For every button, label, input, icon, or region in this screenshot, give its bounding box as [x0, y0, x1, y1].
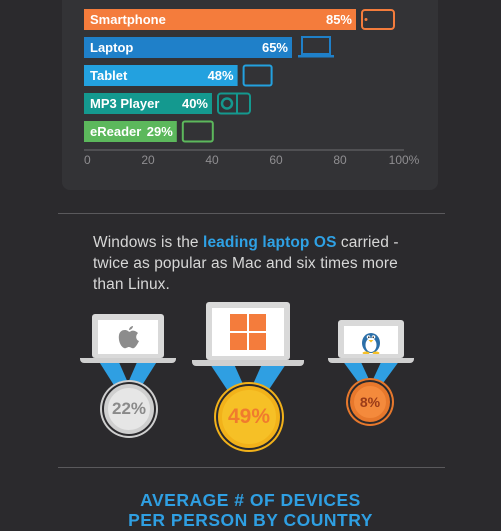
bar-smartphone — [84, 9, 356, 30]
bar-tablet — [84, 65, 238, 86]
ereader-icon — [181, 120, 214, 143]
bar-value-label: 85% — [326, 12, 352, 27]
section-title-devices-by-country: AVERAGE # OF DEVICES PER PERSON BY COUNT… — [0, 490, 501, 530]
x-tick-label: 100% — [389, 153, 420, 167]
bar-value-label: 29% — [147, 124, 173, 139]
bar-value-label: 48% — [208, 68, 234, 83]
laptop-base-icon — [298, 55, 334, 58]
medal-mac: 22% — [104, 384, 154, 434]
laptop-base-mac — [80, 358, 176, 363]
mp3-wheel-icon — [220, 97, 234, 110]
medal-windows: 49% — [218, 386, 280, 448]
laptop-screen-mac — [92, 314, 164, 358]
os-text-highlight: leading laptop OS — [203, 234, 337, 251]
os-text-after: carried - twice as popular as Mac and si… — [93, 234, 399, 293]
mp3-player-icon — [217, 92, 251, 115]
laptop-icon — [301, 36, 331, 55]
laptop-screen-windows — [206, 302, 290, 360]
x-tick-label: 40 — [205, 153, 219, 167]
bar-category-label: eReader — [90, 124, 141, 139]
x-tick-label: 0 — [84, 153, 91, 167]
section-divider-top — [58, 213, 445, 214]
tablet-icon — [242, 64, 273, 87]
linux-tux-icon — [362, 333, 380, 354]
windows-logo-icon — [230, 314, 266, 350]
os-share-linux: 8% — [359, 394, 381, 410]
os-share-windows: 49% — [227, 405, 271, 428]
section-divider-bottom — [58, 467, 445, 468]
medal-linux: 8% — [350, 382, 390, 422]
bar-value-label: 40% — [182, 96, 208, 111]
laptop-os-paragraph: Windows is the leading laptop OS carried… — [93, 232, 423, 295]
bar-category-label: Smartphone — [90, 12, 166, 27]
laptop-base-linux — [328, 358, 414, 363]
bar-ereader — [84, 121, 177, 142]
smartphone-button-icon — [364, 18, 368, 21]
os-text-before: Windows is the — [93, 234, 204, 251]
os-share-mac: 22% — [111, 399, 147, 418]
section-title-line2: PER PERSON BY COUNTRY — [128, 510, 373, 530]
x-tick-label: 80 — [333, 153, 347, 167]
bar-category-label: Laptop — [90, 40, 133, 55]
smartphone-icon — [361, 9, 395, 30]
bar-category-label: Tablet — [90, 68, 128, 83]
bar-laptop — [84, 37, 292, 58]
laptop-screen-linux — [338, 320, 404, 358]
device-bar-chart: Smartphone 85% Laptop 65% Tablet 48% MP3 Playe… — [84, 9, 420, 167]
bar-value-label: 65% — [262, 40, 288, 55]
bar-mp3-player — [84, 93, 212, 114]
x-tick-label: 20 — [141, 153, 155, 167]
x-tick-label: 60 — [269, 153, 283, 167]
os-card-windows: 49% — [192, 300, 304, 450]
laptop-base-windows — [192, 360, 304, 366]
section-title-line1: AVERAGE # OF DEVICES — [140, 490, 361, 510]
os-card-linux: 8% — [328, 318, 414, 423]
os-card-mac: 22% — [80, 312, 176, 437]
bar-category-label: MP3 Player — [90, 96, 159, 111]
apple-logo-icon — [118, 326, 139, 349]
